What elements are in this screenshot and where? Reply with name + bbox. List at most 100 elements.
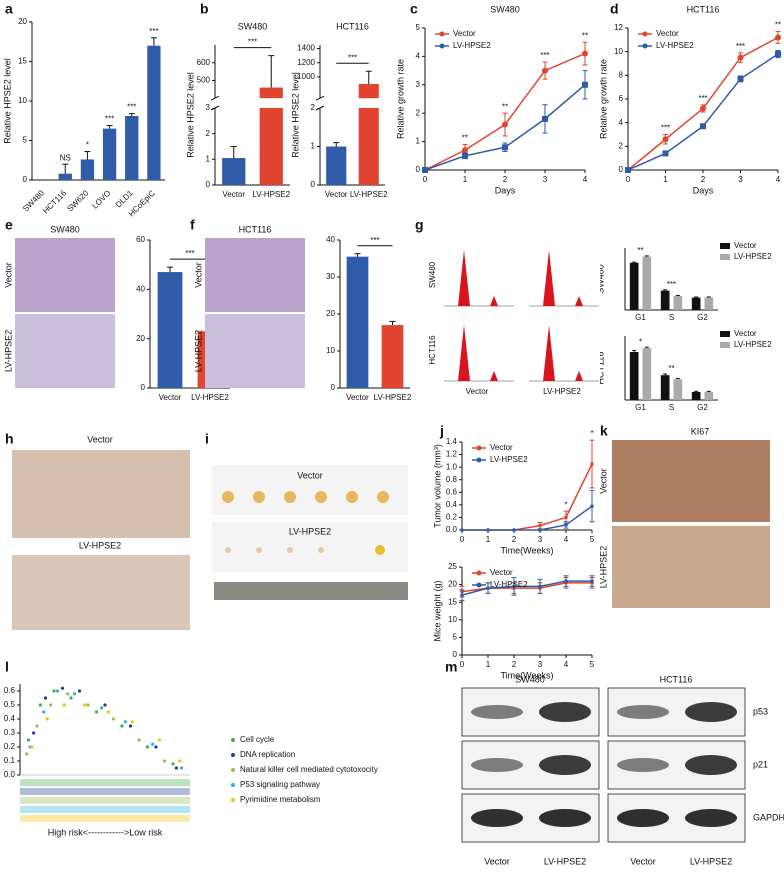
panel-letter: h: [5, 431, 14, 447]
bar: [673, 296, 683, 310]
mice-image: [12, 555, 190, 630]
lane-label: Vector: [484, 856, 510, 866]
point: [35, 724, 39, 728]
photo-label: LV-HPSE2: [79, 540, 121, 550]
y-tick-label: 1: [416, 137, 421, 146]
panel-letter: e: [5, 217, 13, 233]
point: [151, 742, 155, 746]
y-tick-label: 0: [206, 180, 211, 189]
y-tick-label: 10: [18, 96, 27, 105]
legend-label: LV-HPSE2: [453, 41, 491, 50]
x-axis-label: Time(Weeks): [500, 545, 553, 555]
marker: [486, 586, 490, 590]
significance: *: [639, 337, 642, 346]
significance: ***: [149, 27, 158, 36]
marker: [422, 167, 428, 173]
x-tick-label: 4: [564, 660, 569, 669]
marker: [512, 528, 516, 532]
transwell-image: [15, 314, 115, 388]
x-tick-label: LV-HPSE2: [374, 393, 412, 402]
point: [55, 689, 60, 693]
marker: [460, 528, 464, 532]
protein-label: p53: [753, 706, 768, 716]
flow-peak: [543, 250, 583, 306]
panel-letter: a: [5, 1, 13, 17]
x-tick-label: 0: [423, 175, 428, 184]
protein-label: GAPDH: [753, 812, 784, 822]
point: [83, 703, 87, 707]
marker: [775, 51, 781, 58]
x-axis-label: Time(Weeks): [500, 670, 553, 680]
y-axis-label: Tumor volume (mm³): [432, 444, 442, 528]
tumor: [222, 491, 234, 503]
bar: [358, 84, 379, 185]
y-tick-label: 10: [326, 346, 335, 355]
bar: [58, 173, 72, 180]
y-tick-label: 5: [23, 136, 28, 145]
marker: [502, 121, 508, 128]
point: [72, 692, 76, 696]
point: [66, 692, 70, 696]
y-tick-label: 12: [614, 23, 623, 32]
y-tick-label: 20: [448, 580, 457, 589]
tumor: [287, 547, 293, 553]
y-tick-label: 1000: [297, 72, 315, 81]
legend-marker: [231, 783, 235, 787]
chart-title: SW480: [490, 4, 520, 14]
legend-label: Vector: [453, 29, 476, 38]
y-tick-label: 0.0: [4, 770, 16, 779]
y-tick-label: 4: [619, 118, 624, 127]
flow-histogram: [440, 315, 515, 385]
y-tick-label: 1200: [297, 58, 315, 67]
gene-set-stripe: [20, 806, 190, 813]
band: [617, 705, 669, 719]
panel-letter: j: [439, 423, 444, 439]
significance: ***: [127, 103, 136, 112]
point: [94, 710, 99, 714]
tumor: [253, 491, 265, 503]
series-line: [461, 580, 592, 596]
x-tick-label: 4: [776, 175, 781, 184]
marker: [582, 50, 588, 57]
point: [128, 724, 133, 728]
ruler: [214, 582, 408, 600]
protein-label: p21: [753, 759, 768, 769]
point: [174, 766, 178, 770]
bar: [691, 392, 701, 400]
x-tick-label: 5: [590, 535, 595, 544]
flow-histogram: [440, 240, 515, 310]
point: [77, 689, 82, 693]
x-tick-label: G1: [635, 313, 646, 322]
y-tick-label: 0.6: [446, 487, 458, 496]
significance: ***: [248, 38, 257, 47]
legend-marker: [476, 457, 482, 463]
y-tick-label: 1400: [297, 44, 315, 53]
marker: [564, 579, 568, 583]
row-label: LV-HPSE2: [598, 546, 608, 588]
point: [111, 717, 116, 721]
significance: **: [775, 21, 781, 30]
tumor: [284, 491, 296, 503]
y-tick-label: 0.3: [4, 728, 16, 737]
cell-line-label: SW480: [515, 674, 545, 684]
x-tick-label: LV-HPSE2: [191, 393, 229, 402]
y-tick-label: 0.4: [4, 714, 16, 723]
x-tick-label: Vector: [159, 393, 182, 402]
marker: [538, 523, 542, 528]
tumor: [318, 547, 324, 553]
x-axis-label: Days: [495, 185, 516, 195]
y-tick-label: 5: [416, 23, 421, 32]
marker: [590, 504, 594, 508]
y-tick-label: 0: [141, 383, 146, 392]
y-tick-label: 0: [23, 175, 28, 184]
point: [62, 703, 66, 707]
y-tick-label: 2: [311, 103, 316, 112]
point: [130, 720, 134, 724]
axis-break-mark: [210, 95, 220, 101]
y-tick-label: 600: [197, 58, 211, 67]
y-axis-label: Relative HPSE2 level: [185, 72, 195, 158]
legend-marker: [476, 445, 482, 451]
bar: [80, 159, 95, 180]
axis-break: [211, 98, 290, 108]
band: [471, 705, 523, 719]
